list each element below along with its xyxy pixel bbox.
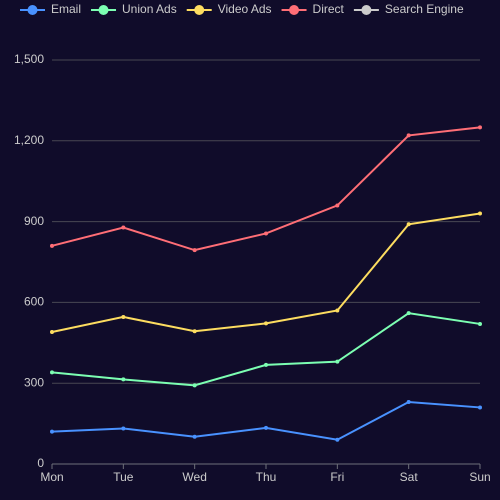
point	[50, 429, 54, 434]
point	[192, 329, 197, 334]
point	[50, 370, 54, 375]
point	[192, 434, 197, 439]
y-tick-label: 1,200	[14, 133, 44, 147]
y-tick-label: 1,500	[14, 52, 44, 66]
legend-icon	[289, 5, 300, 15]
y-tick-label: 900	[24, 214, 44, 228]
point	[406, 222, 411, 227]
legend-icon	[98, 5, 109, 15]
point	[335, 203, 340, 208]
line	[51, 401, 481, 441]
point	[478, 321, 482, 326]
point	[192, 248, 197, 253]
x-tick-label: Mon	[40, 470, 63, 484]
legend-label: Email	[51, 2, 81, 16]
point	[264, 425, 268, 430]
point	[50, 330, 54, 335]
point	[50, 243, 54, 248]
point	[478, 211, 482, 216]
point	[478, 125, 482, 130]
point	[264, 362, 268, 367]
legend-label: Search Engine	[385, 2, 464, 16]
point	[335, 308, 340, 313]
legend-icon	[27, 5, 38, 15]
y-tick-label: 600	[24, 295, 44, 309]
x-tick-label: Sat	[400, 470, 419, 484]
point	[121, 225, 126, 230]
point	[406, 311, 411, 316]
x-tick-label: Wed	[182, 470, 206, 484]
x-tick-label: Sun	[469, 470, 490, 484]
legend-icon	[361, 5, 372, 15]
y-tick-label: 0	[37, 456, 44, 470]
point	[478, 405, 482, 410]
x-tick-label: Thu	[256, 470, 277, 484]
point	[335, 437, 340, 442]
legend-icon	[194, 5, 205, 15]
point	[264, 231, 268, 236]
y-tick-label: 300	[24, 375, 44, 389]
legend-label: Video Ads	[218, 2, 272, 16]
x-tick-label: Fri	[330, 470, 344, 484]
point	[406, 133, 411, 138]
point	[192, 383, 197, 388]
point	[406, 400, 411, 405]
point	[335, 359, 340, 364]
point	[264, 321, 268, 326]
point	[121, 314, 126, 319]
legend-label: Union Ads	[122, 2, 177, 16]
point	[121, 377, 126, 382]
x-tick-label: Tue	[113, 470, 134, 484]
legend-label: Direct	[313, 2, 345, 16]
point	[121, 426, 126, 431]
